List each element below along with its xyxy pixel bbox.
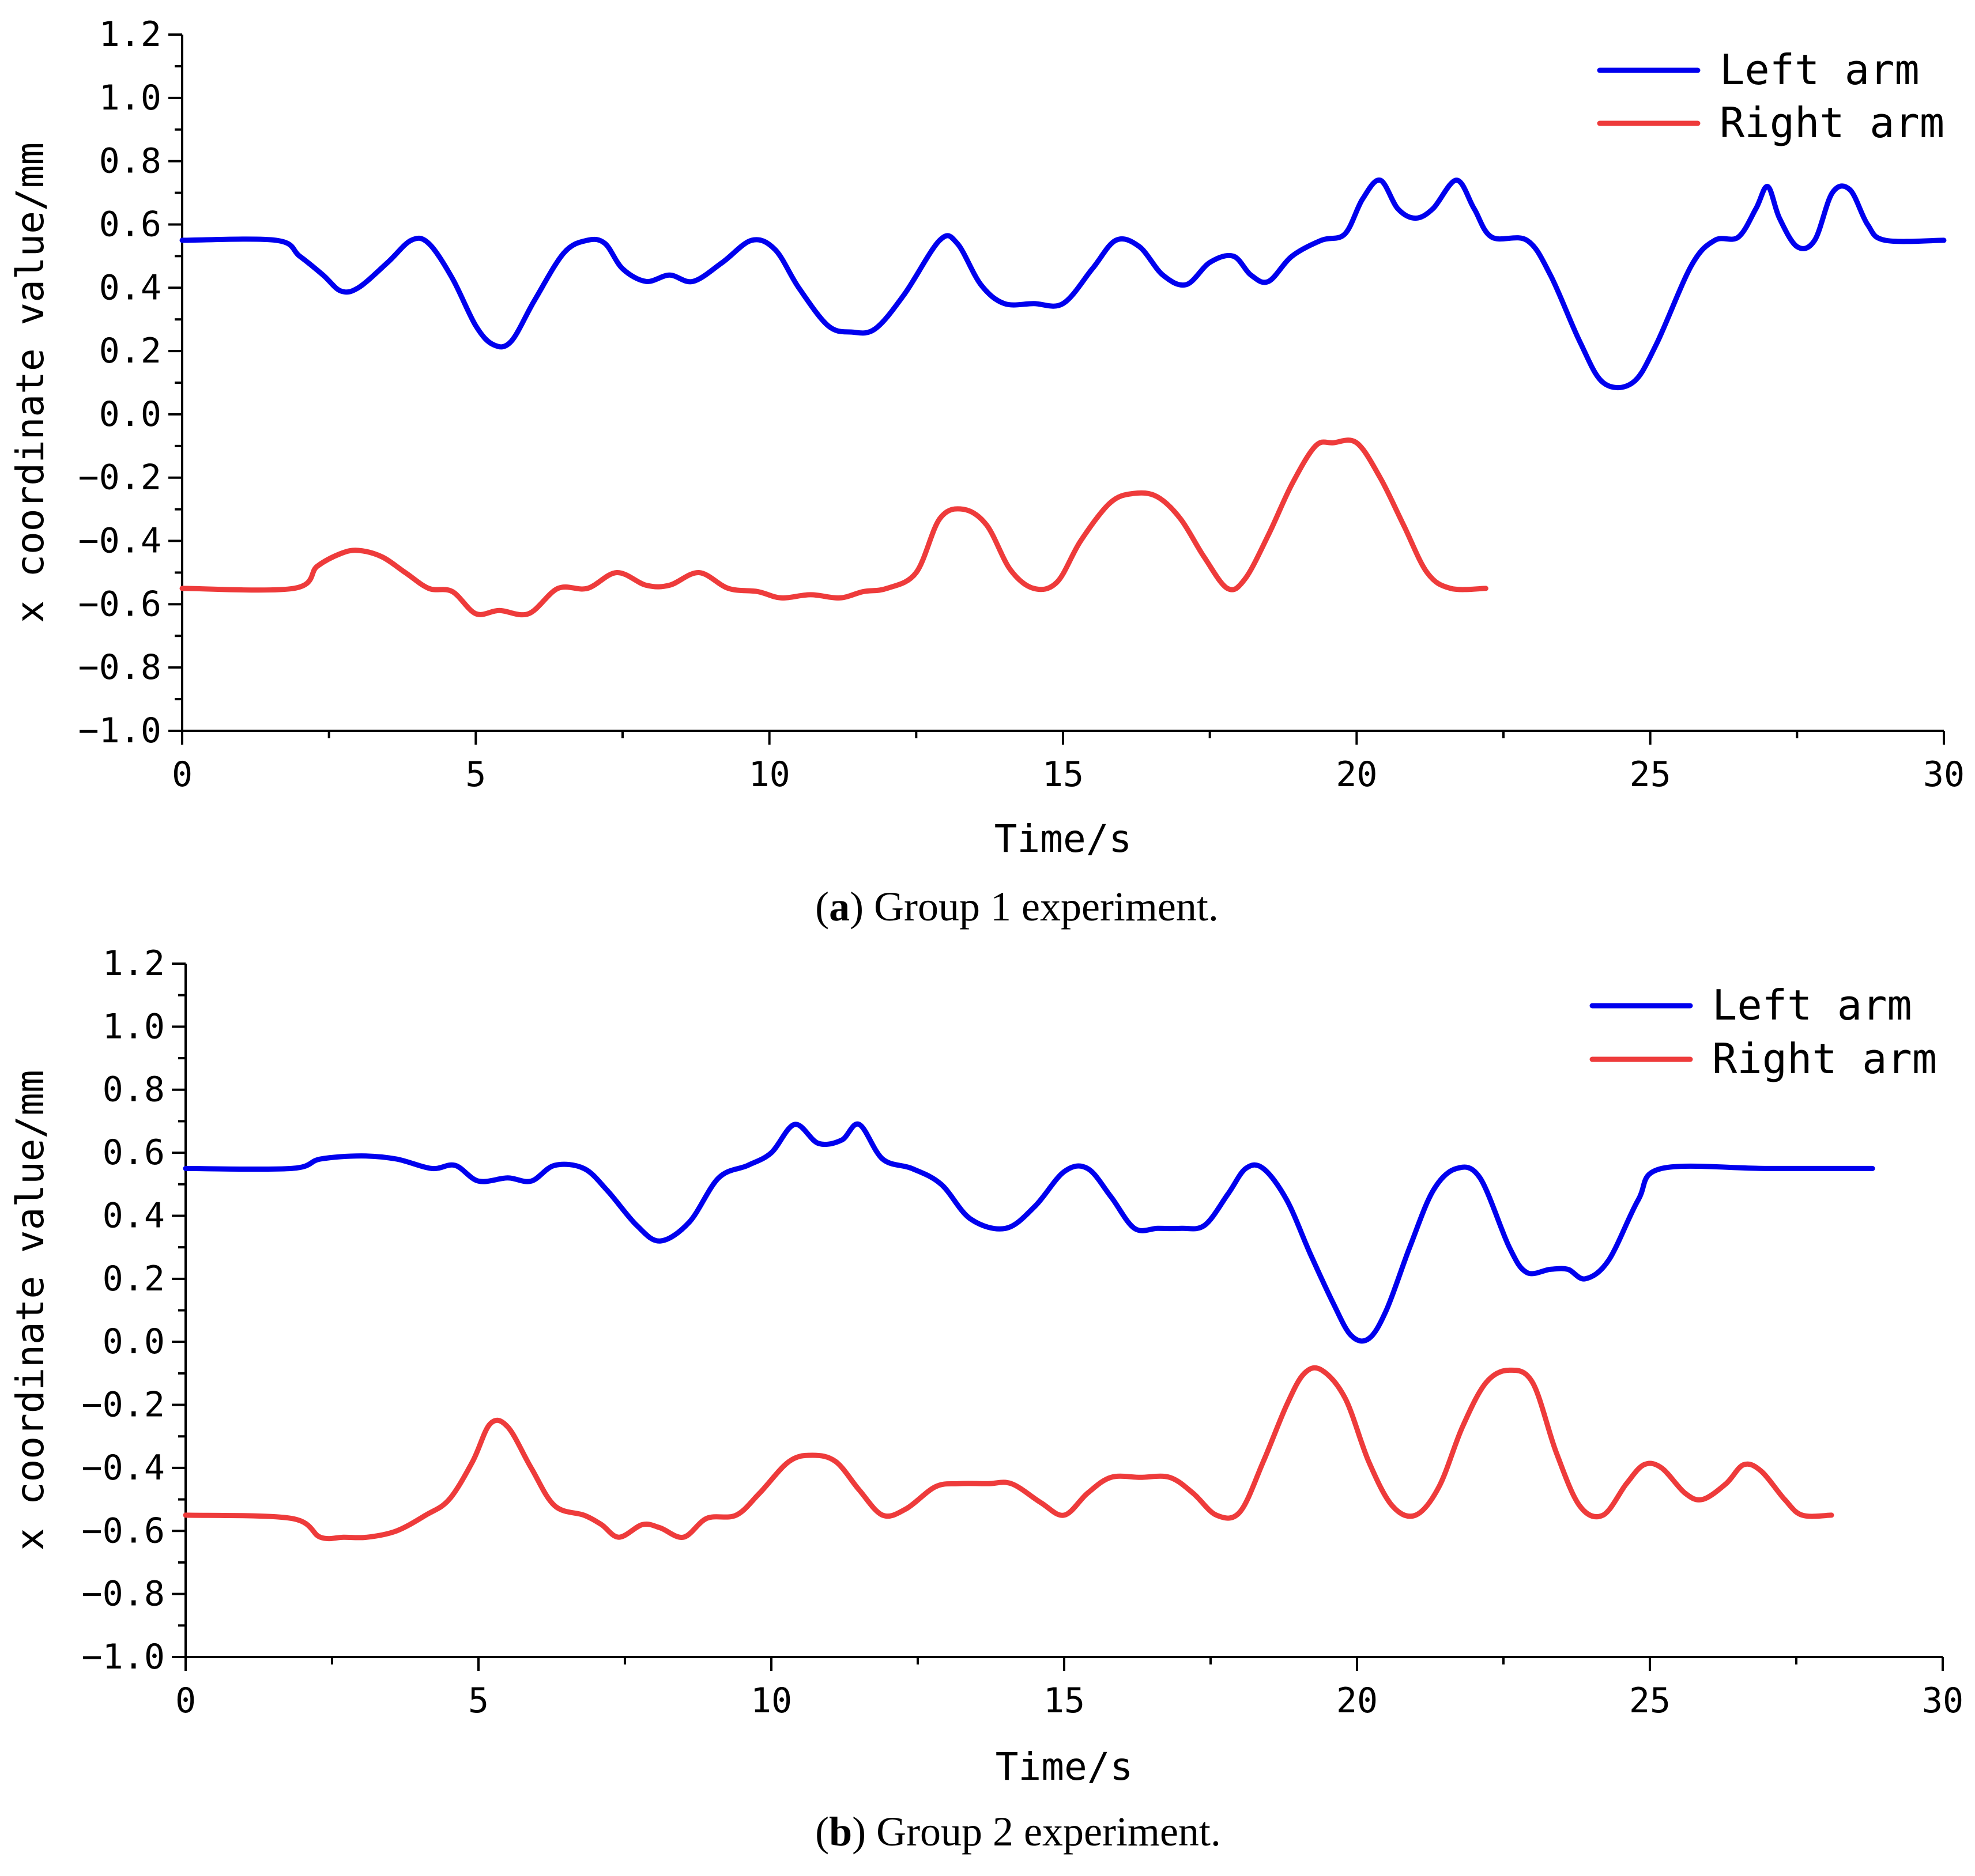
y-tick-label: −0.8 [82, 1574, 165, 1614]
y-tick-label: −0.6 [78, 584, 162, 624]
x-axis-title: Time/s [994, 817, 1132, 861]
x-tick-label: 0 [172, 754, 193, 795]
x-tick-label: 20 [1336, 1681, 1378, 1721]
y-tick-label: 0.0 [103, 1322, 165, 1362]
figure-caption: (b) Group 2 experiment. [815, 1809, 1221, 1855]
legend-right-arm-label: Right arm [1712, 1035, 1937, 1083]
y-tick-label: 0.4 [99, 267, 161, 308]
y-tick-label: 0.4 [103, 1195, 165, 1236]
x-tick-label: 0 [175, 1681, 196, 1721]
left-arm-series-line [183, 1121, 1875, 1344]
left-arm-series-line [179, 178, 1947, 391]
y-tick-label: 0.0 [99, 394, 161, 435]
y-tick-label: 0.8 [103, 1070, 165, 1110]
y-tick-label: 1.0 [103, 1006, 165, 1047]
right-arm-series-line [183, 1365, 1834, 1542]
y-axis-title: x coordinate value/mm [8, 142, 52, 623]
x-tick-label: 15 [1042, 754, 1084, 795]
legend-left-arm-label: Left arm [1720, 46, 1920, 94]
chart-panel-a: −1.0 −0.8 −0.6 −0.4 −0.2 0.0 0.2 0.4 0.6 0.8 1.0 1.… [8, 14, 1965, 930]
y-tick-label: −0.4 [78, 521, 162, 561]
chart-panel-b: −1.0 −0.8 −0.6 −0.4 −0.2 0.0 0.2 0.4 0.6 0.8 1.0 1.… [8, 943, 1963, 1855]
right-arm-series-line [179, 437, 1488, 618]
y-tick-label: −0.2 [78, 458, 162, 498]
y-tick-label: 0.6 [103, 1133, 165, 1173]
y-tick-label: −0.2 [82, 1385, 165, 1425]
y-tick-label: −1.0 [78, 711, 162, 751]
y-tick-label: 0.2 [103, 1259, 165, 1299]
y-tick-label: 0.8 [99, 141, 161, 182]
x-tick-label: 30 [1922, 1681, 1963, 1721]
y-axis-title: x coordinate value/mm [8, 1070, 52, 1550]
y-tick-label: 1.2 [99, 14, 161, 55]
y-tick-label: −0.4 [82, 1448, 165, 1488]
legend-right-arm-label: Right arm [1720, 99, 1944, 147]
x-tick-label: 30 [1923, 754, 1965, 795]
y-tick-label: −1.0 [82, 1637, 165, 1677]
x-tick-label: 15 [1043, 1681, 1085, 1721]
y-tick-label: 0.2 [99, 331, 161, 371]
legend-left-arm-label: Left arm [1712, 981, 1912, 1029]
y-tick-label: −0.8 [78, 647, 162, 688]
x-tick-label: 20 [1336, 754, 1377, 795]
x-tick-label: 10 [749, 754, 790, 795]
y-tick-label: 1.0 [99, 78, 161, 118]
x-tick-label: 25 [1629, 1681, 1671, 1721]
x-tick-label: 10 [751, 1681, 792, 1721]
x-axis-title: Time/s [996, 1745, 1133, 1789]
y-tick-label: −0.6 [82, 1511, 165, 1551]
y-tick-label: 0.6 [99, 204, 161, 244]
x-tick-label: 25 [1630, 754, 1671, 795]
figure-caption: (a) Group 1 experiment. [815, 884, 1219, 930]
x-tick-label: 5 [468, 1681, 489, 1721]
x-tick-label: 5 [465, 754, 486, 795]
y-tick-label: 1.2 [103, 943, 165, 984]
